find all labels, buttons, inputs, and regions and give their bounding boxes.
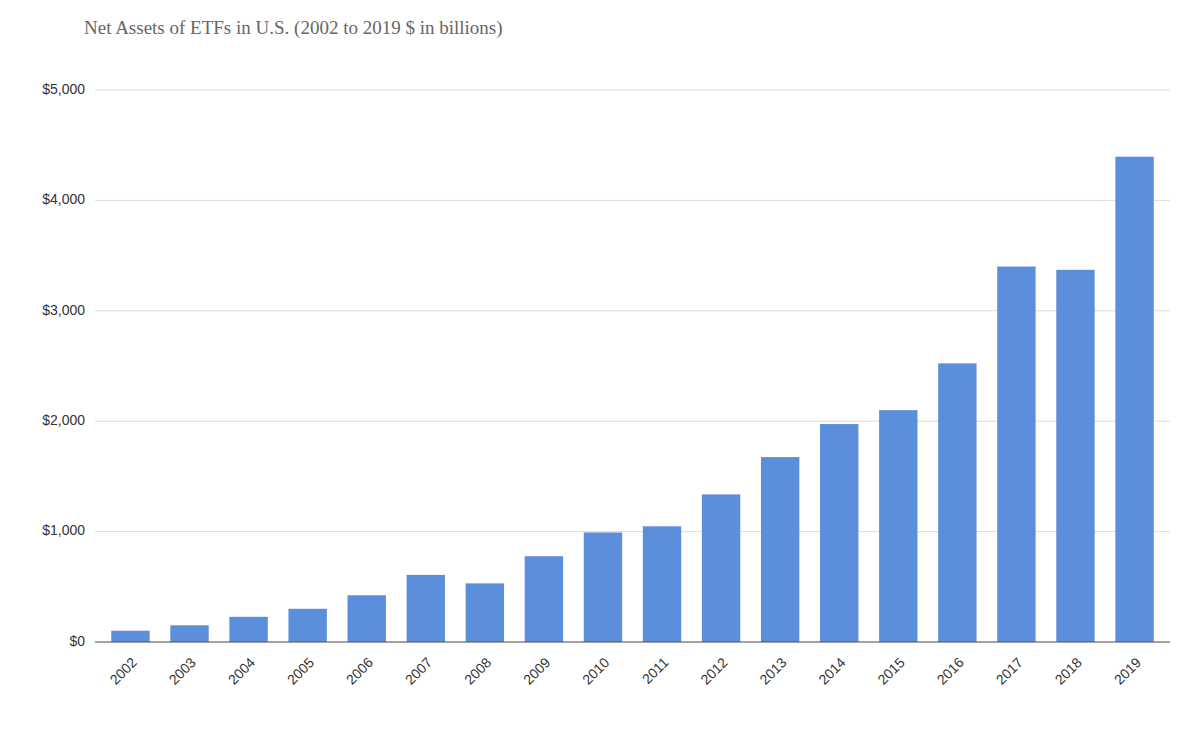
chart-container: Net Assets of ETFs in U.S. (2002 to 2019… [0, 0, 1200, 742]
y-tick-label: $1,000 [42, 522, 85, 538]
x-tick-label: 2017 [993, 654, 1026, 687]
bar [1056, 270, 1094, 642]
y-grid [95, 90, 1170, 642]
x-tick-label: 2010 [579, 654, 612, 687]
x-tick-labels: 2002 2003 2004 2005 2006 2007 2008 2009 2010 2011… [107, 654, 1145, 687]
x-tick-label: 2004 [225, 654, 258, 687]
bar [820, 424, 858, 642]
x-tick-label: 2018 [1052, 654, 1085, 687]
bar [111, 631, 149, 642]
y-tick-label: $2,000 [42, 412, 85, 428]
chart-svg: Net Assets of ETFs in U.S. (2002 to 2019… [0, 0, 1200, 742]
bar [170, 625, 208, 642]
bar [288, 609, 326, 642]
bar [997, 267, 1035, 642]
y-tick-labels: $0 $1,000 $2,000 $3,000 $4,000 $5,000 [42, 81, 85, 649]
x-tick-label: 2015 [874, 654, 907, 687]
x-tick-label: 2009 [520, 654, 553, 687]
bar [879, 410, 917, 642]
bar [1115, 157, 1153, 642]
y-tick-label: $5,000 [42, 81, 85, 97]
y-tick-label: $0 [69, 633, 85, 649]
x-tick-label: 2006 [343, 654, 376, 687]
bar [466, 583, 504, 642]
page: {"chart_data": {"type": "bar", "title": … [0, 0, 1200, 742]
bar [702, 494, 740, 642]
x-tick-label: 2005 [284, 654, 317, 687]
bar [938, 363, 976, 642]
y-tick-label: $3,000 [42, 302, 85, 318]
x-tick-label: 2019 [1111, 654, 1144, 687]
x-tick-label: 2014 [815, 654, 848, 687]
x-axis-line [95, 641, 1170, 642]
x-tick-label: 2008 [461, 654, 494, 687]
bar [584, 532, 622, 642]
x-tick-label: 2007 [402, 654, 435, 687]
x-tick-label: 2002 [107, 654, 140, 687]
bar [407, 575, 445, 642]
x-tick-label: 2003 [166, 654, 199, 687]
bars [111, 157, 1154, 642]
bar [229, 617, 267, 642]
bar [761, 457, 799, 642]
bar [348, 595, 386, 642]
bar [643, 526, 681, 642]
x-tick-label: 2011 [639, 654, 672, 687]
chart-title: Net Assets of ETFs in U.S. (2002 to 2019… [84, 17, 503, 39]
grid-line [95, 200, 1170, 201]
x-tick-label: 2013 [756, 654, 789, 687]
grid-line [95, 642, 1170, 643]
y-tick-label: $4,000 [42, 191, 85, 207]
grid-line [95, 90, 1170, 91]
x-tick-label: 2016 [933, 654, 966, 687]
x-tick-label: 2012 [697, 654, 730, 687]
bar [525, 556, 563, 642]
